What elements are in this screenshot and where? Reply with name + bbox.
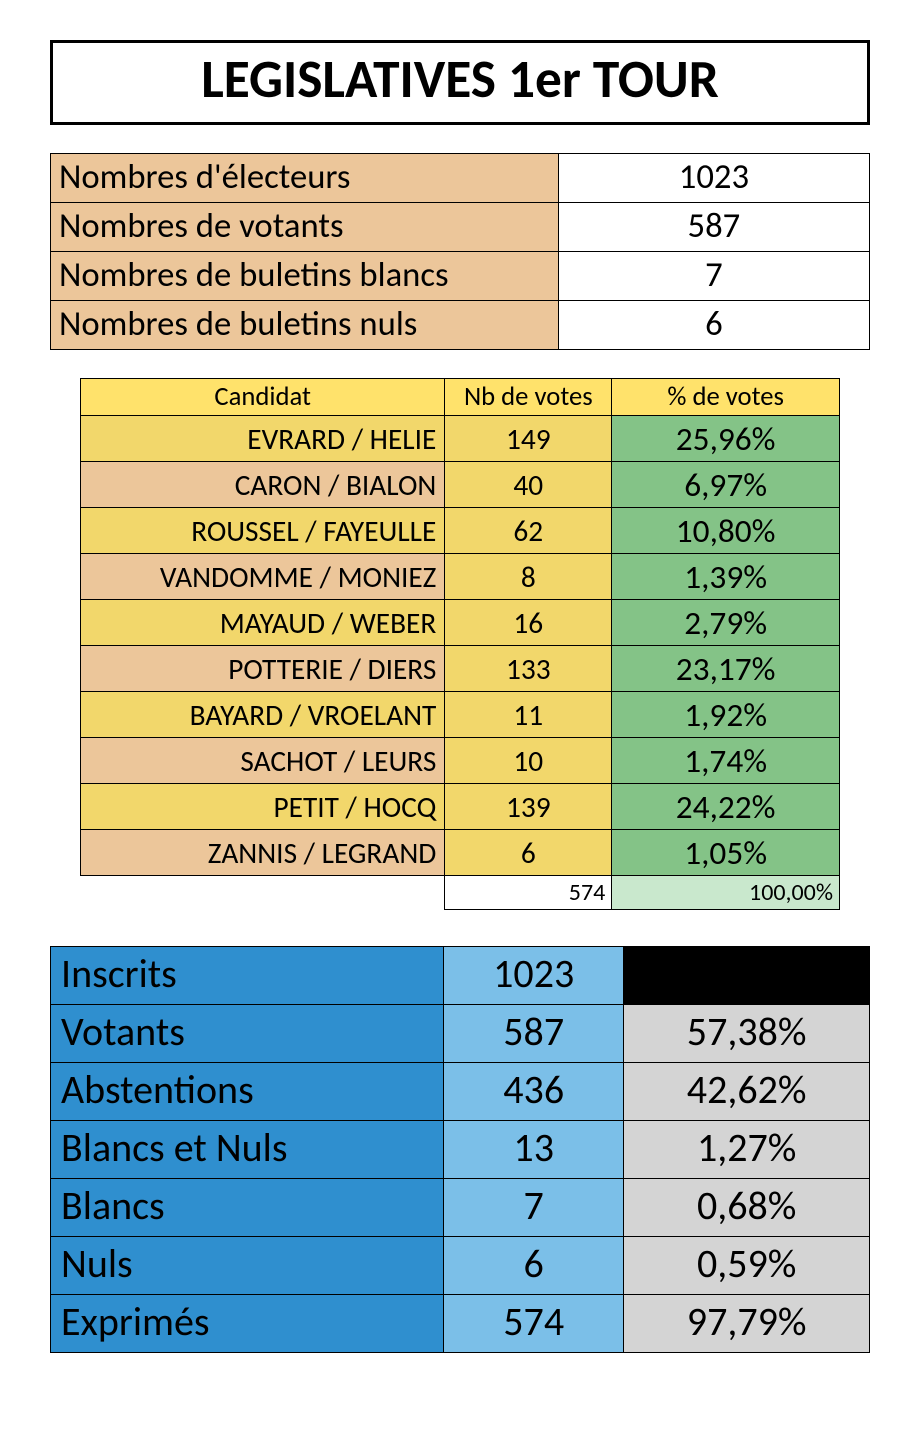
- stats-label: Nuls: [51, 1237, 444, 1295]
- summary-row: Nombres de buletins nuls6: [51, 301, 870, 350]
- candidate-row: POTTERIE / DIERS13323,17%: [81, 646, 840, 692]
- summary-value: 6: [558, 301, 869, 350]
- stats-row: Inscrits1023: [51, 947, 870, 1005]
- summary-row: Nombres de buletins blancs7: [51, 252, 870, 301]
- stats-row: Blancs et Nuls131,27%: [51, 1121, 870, 1179]
- candidate-pct: 6,97%: [612, 462, 840, 508]
- stats-pct: 1,27%: [624, 1121, 870, 1179]
- candidate-name: VANDOMME / MONIEZ: [81, 554, 445, 600]
- summary-row: Nombres de votants587: [51, 203, 870, 252]
- candidate-name: ZANNIS / LEGRAND: [81, 830, 445, 876]
- summary-row: Nombres d'électeurs1023: [51, 154, 870, 203]
- candidate-votes: 6: [445, 830, 612, 876]
- summary-label: Nombres de buletins nuls: [51, 301, 559, 350]
- stats-label: Exprimés: [51, 1295, 444, 1353]
- candidate-pct: 1,05%: [612, 830, 840, 876]
- candidate-row: SACHOT / LEURS101,74%: [81, 738, 840, 784]
- stats-row: Votants58757,38%: [51, 1005, 870, 1063]
- candidate-pct: 1,74%: [612, 738, 840, 784]
- candidate-row: BAYARD / VROELANT111,92%: [81, 692, 840, 738]
- candidate-votes: 16: [445, 600, 612, 646]
- stats-pct: 0,59%: [624, 1237, 870, 1295]
- candidate-name: ROUSSEL / FAYEULLE: [81, 508, 445, 554]
- candidate-name: CARON / BIALON: [81, 462, 445, 508]
- candidates-total-votes: 574: [445, 876, 612, 910]
- stats-pct: 57,38%: [624, 1005, 870, 1063]
- stats-pct: [624, 947, 870, 1005]
- stats-value: 587: [444, 1005, 624, 1063]
- candidates-header-name: Candidat: [81, 379, 445, 416]
- candidate-votes: 10: [445, 738, 612, 784]
- candidate-votes: 133: [445, 646, 612, 692]
- candidate-pct: 10,80%: [612, 508, 840, 554]
- summary-value: 587: [558, 203, 869, 252]
- candidate-name: BAYARD / VROELANT: [81, 692, 445, 738]
- candidate-row: PETIT / HOCQ13924,22%: [81, 784, 840, 830]
- stats-table: Inscrits1023Votants58757,38%Abstentions4…: [50, 946, 870, 1353]
- summary-label: Nombres de buletins blancs: [51, 252, 559, 301]
- candidate-row: VANDOMME / MONIEZ81,39%: [81, 554, 840, 600]
- summary-value: 7: [558, 252, 869, 301]
- candidate-row: MAYAUD / WEBER162,79%: [81, 600, 840, 646]
- candidate-row: CARON / BIALON406,97%: [81, 462, 840, 508]
- candidate-row: ZANNIS / LEGRAND61,05%: [81, 830, 840, 876]
- candidate-votes: 40: [445, 462, 612, 508]
- stats-label: Blancs: [51, 1179, 444, 1237]
- stats-pct: 0,68%: [624, 1179, 870, 1237]
- candidate-votes: 8: [445, 554, 612, 600]
- candidate-votes: 11: [445, 692, 612, 738]
- candidate-pct: 1,39%: [612, 554, 840, 600]
- candidate-votes: 62: [445, 508, 612, 554]
- stats-label: Abstentions: [51, 1063, 444, 1121]
- candidates-header-votes: Nb de votes: [445, 379, 612, 416]
- candidate-pct: 24,22%: [612, 784, 840, 830]
- summary-label: Nombres de votants: [51, 203, 559, 252]
- summary-table: Nombres d'électeurs1023Nombres de votant…: [50, 153, 870, 350]
- stats-value: 1023: [444, 947, 624, 1005]
- stats-label: Inscrits: [51, 947, 444, 1005]
- candidates-table: CandidatNb de votes% de votesEVRARD / HE…: [80, 378, 840, 910]
- stats-row: Nuls60,59%: [51, 1237, 870, 1295]
- page-title: LEGISLATIVES 1er TOUR: [50, 40, 870, 125]
- stats-label: Votants: [51, 1005, 444, 1063]
- candidate-row: ROUSSEL / FAYEULLE6210,80%: [81, 508, 840, 554]
- candidate-pct: 25,96%: [612, 416, 840, 462]
- candidate-name: MAYAUD / WEBER: [81, 600, 445, 646]
- stats-value: 7: [444, 1179, 624, 1237]
- stats-value: 574: [444, 1295, 624, 1353]
- candidates-total-pct: 100,00%: [612, 876, 840, 910]
- stats-pct: 97,79%: [624, 1295, 870, 1353]
- candidate-name: SACHOT / LEURS: [81, 738, 445, 784]
- candidates-total-blank: [81, 876, 445, 910]
- stats-value: 436: [444, 1063, 624, 1121]
- candidate-name: POTTERIE / DIERS: [81, 646, 445, 692]
- stats-pct: 42,62%: [624, 1063, 870, 1121]
- stats-value: 13: [444, 1121, 624, 1179]
- stats-label: Blancs et Nuls: [51, 1121, 444, 1179]
- candidate-name: PETIT / HOCQ: [81, 784, 445, 830]
- candidates-header: CandidatNb de votes% de votes: [81, 379, 840, 416]
- stats-row: Exprimés57497,79%: [51, 1295, 870, 1353]
- candidate-votes: 139: [445, 784, 612, 830]
- candidate-pct: 23,17%: [612, 646, 840, 692]
- candidate-pct: 1,92%: [612, 692, 840, 738]
- candidate-name: EVRARD / HELIE: [81, 416, 445, 462]
- candidate-votes: 149: [445, 416, 612, 462]
- summary-label: Nombres d'électeurs: [51, 154, 559, 203]
- stats-value: 6: [444, 1237, 624, 1295]
- candidates-header-pct: % de votes: [612, 379, 840, 416]
- stats-row: Blancs70,68%: [51, 1179, 870, 1237]
- candidates-total-row: 574100,00%: [81, 876, 840, 910]
- candidate-pct: 2,79%: [612, 600, 840, 646]
- summary-value: 1023: [558, 154, 869, 203]
- candidate-row: EVRARD / HELIE14925,96%: [81, 416, 840, 462]
- stats-row: Abstentions43642,62%: [51, 1063, 870, 1121]
